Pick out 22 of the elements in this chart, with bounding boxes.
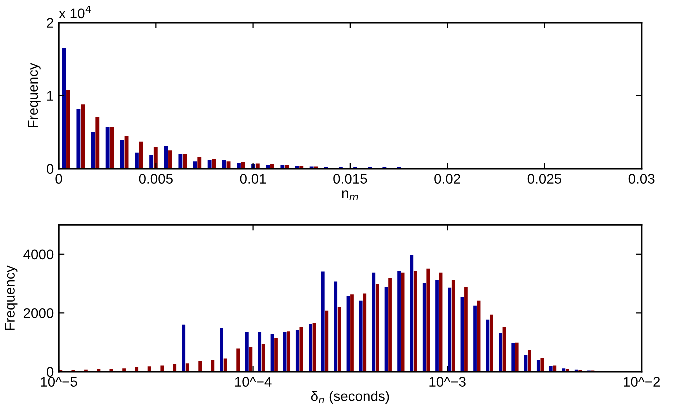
x-tick-label: 0.02 xyxy=(434,174,460,184)
x-tick-label: 10^−2 xyxy=(624,377,660,387)
y-tick-label: 2 xyxy=(47,18,54,28)
x-tick-label: 0.01 xyxy=(240,174,266,184)
x-axis-title: δ$_{n}$ (seconds) xyxy=(311,391,390,404)
y-axis-title: Frequency xyxy=(28,63,41,128)
x-tick-label: 0.005 xyxy=(139,174,173,184)
y-tick-label: 2000 xyxy=(24,308,54,318)
x-tick-label: 10^−3 xyxy=(430,377,466,387)
y-axis-title: Frequency xyxy=(5,266,18,330)
x-axis-title: n$_{m}$ xyxy=(342,190,358,200)
y-tick-label: 1 xyxy=(47,91,54,101)
x-tick-label: 10^−4 xyxy=(235,377,272,387)
x-tick-label: 0 xyxy=(56,174,62,184)
y-tick-label: 4000 xyxy=(24,250,54,260)
x-tick-label: 0.03 xyxy=(628,174,655,184)
x-tick-label: 0.025 xyxy=(528,174,562,184)
x-tick-label: 0.015 xyxy=(334,174,368,184)
text: x 10$^{4}$ xyxy=(59,6,92,19)
y-tick-label: 0 xyxy=(46,164,54,174)
x-tick-label: 10^−5 xyxy=(41,377,78,387)
y-tick-label: 0 xyxy=(46,367,54,378)
